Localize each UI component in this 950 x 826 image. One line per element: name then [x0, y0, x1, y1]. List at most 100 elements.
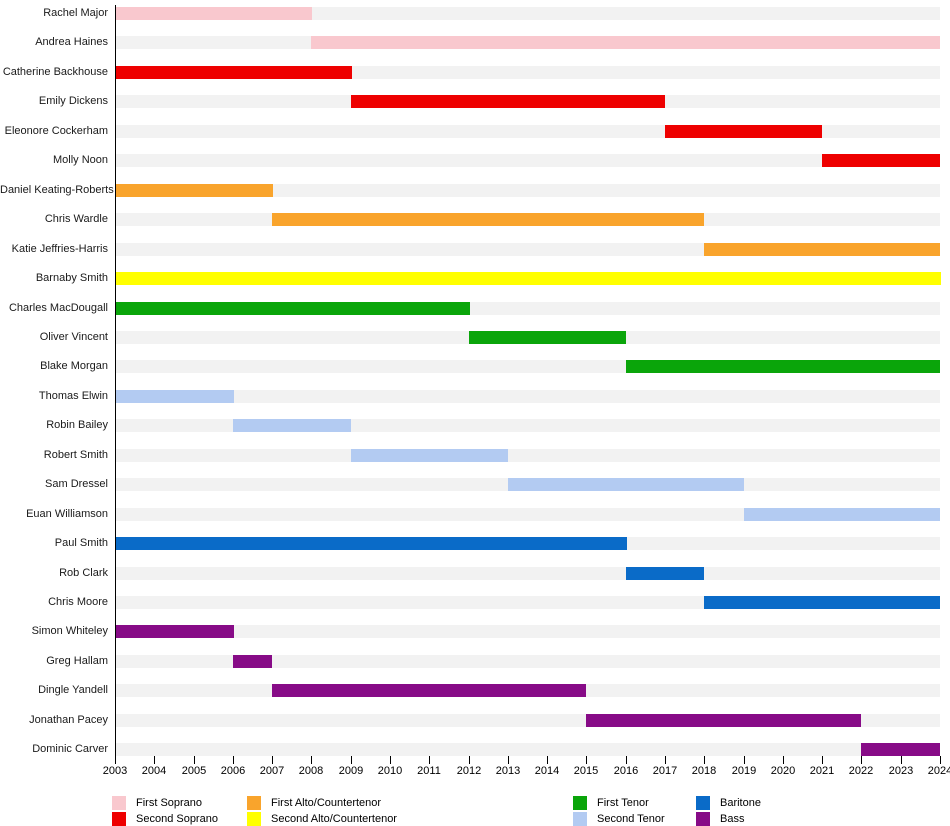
- timeline-row-track: [116, 183, 940, 197]
- tenure-bar: [625, 360, 940, 374]
- timeline-row-track: [116, 654, 940, 668]
- timeline-row-track: [116, 625, 940, 639]
- member-name-label: Thomas Elwin: [38, 389, 108, 402]
- member-name-label: Jonathan Pacey: [29, 713, 108, 726]
- legend-swatch: [247, 812, 261, 826]
- member-name-label: Molly Noon: [52, 154, 108, 167]
- axis-tick: [429, 756, 430, 764]
- axis-tick: [626, 756, 627, 764]
- member-name-label: Rob Clark: [59, 566, 108, 579]
- legend-swatch: [112, 796, 126, 810]
- axis-tick: [783, 756, 784, 764]
- timeline-row-track: [116, 154, 940, 168]
- legend-swatch: [573, 796, 587, 810]
- member-name-label: Sam Dressel: [45, 478, 108, 491]
- legend-label: Second Alto/Countertenor: [271, 813, 397, 825]
- tenure-bar: [311, 36, 940, 50]
- legend-label: First Tenor: [597, 797, 649, 809]
- year-label: 2019: [731, 765, 757, 777]
- tenure-bar: [507, 478, 744, 492]
- axis-tick: [154, 756, 155, 764]
- tenure-bar: [232, 654, 273, 668]
- axis-tick: [547, 756, 548, 764]
- year-label: 2008: [298, 765, 324, 777]
- year-label: 2021: [809, 765, 835, 777]
- year-label: 2006: [220, 765, 246, 777]
- axis-tick: [822, 756, 823, 764]
- timeline-row-track: [116, 448, 940, 462]
- member-name-label: Robert Smith: [43, 448, 108, 461]
- tenure-bar: [232, 419, 351, 433]
- axis-tick: [311, 756, 312, 764]
- axis-tick: [233, 756, 234, 764]
- member-name-label: Greg Hallam: [46, 654, 108, 667]
- member-name-label: Oliver Vincent: [39, 330, 108, 343]
- tenure-bar: [116, 183, 274, 197]
- legend-label: First Soprano: [136, 797, 203, 809]
- year-label: 2013: [495, 765, 521, 777]
- tenure-bar: [116, 625, 234, 639]
- legend-label: Bass: [720, 813, 745, 825]
- axis-tick: [665, 756, 666, 764]
- legend-label: Second Tenor: [597, 813, 665, 825]
- year-label: 2012: [456, 765, 482, 777]
- tenure-bar: [272, 213, 705, 227]
- axis-tick: [194, 756, 195, 764]
- axis-tick: [704, 756, 705, 764]
- year-label: 2007: [259, 765, 285, 777]
- year-label: 2004: [141, 765, 167, 777]
- legend-label: Baritone: [720, 797, 761, 809]
- year-label: 2015: [573, 765, 599, 777]
- member-name-label: Eleonore Cockerham: [4, 124, 108, 137]
- tenure-bar: [350, 95, 665, 109]
- axis-tick: [861, 756, 862, 764]
- member-name-label: Euan Williamson: [26, 507, 108, 520]
- axis-tick: [901, 756, 902, 764]
- tenure-bar: [743, 507, 940, 521]
- axis-tick: [586, 756, 587, 764]
- year-label: 2010: [377, 765, 403, 777]
- member-name-label: Simon Whiteley: [31, 625, 108, 638]
- tenure-bar: [586, 713, 862, 727]
- year-label: 2023: [888, 765, 914, 777]
- member-name-label: Paul Smith: [54, 537, 108, 550]
- tenure-bar: [116, 272, 941, 286]
- member-name-label: Emily Dickens: [38, 95, 108, 108]
- member-name-label: Charles MacDougall: [8, 301, 108, 314]
- tenure-bar: [822, 154, 940, 168]
- year-label: 2011: [417, 765, 441, 777]
- member-name-label: Dominic Carver: [32, 743, 108, 756]
- member-name-label: Chris Wardle: [44, 213, 108, 226]
- tenure-bar: [861, 743, 940, 757]
- year-label: 2024: [927, 765, 950, 777]
- tenure-bar: [116, 65, 352, 79]
- y-axis-line: [115, 5, 116, 764]
- axis-tick: [272, 756, 273, 764]
- member-name-label: Robin Bailey: [46, 419, 108, 432]
- axis-tick: [390, 756, 391, 764]
- tenure-bar: [704, 242, 940, 256]
- axis-tick: [508, 756, 509, 764]
- year-label: 2005: [181, 765, 207, 777]
- timeline-row-track: [116, 7, 940, 20]
- tenure-bar: [350, 448, 508, 462]
- legend-label: Second Soprano: [136, 813, 218, 825]
- year-label: 2017: [652, 765, 678, 777]
- year-label: 2020: [770, 765, 796, 777]
- tenure-bar: [665, 124, 823, 138]
- legend-swatch: [573, 812, 587, 826]
- tenure-bar: [625, 566, 705, 580]
- year-label: 2022: [848, 765, 874, 777]
- tenure-bar: [468, 330, 626, 344]
- year-label: 2018: [691, 765, 717, 777]
- year-label: 2014: [534, 765, 560, 777]
- tenure-bar: [116, 301, 470, 315]
- axis-tick: [744, 756, 745, 764]
- member-name-label: Andrea Haines: [35, 36, 108, 49]
- member-name-label: Dingle Yandell: [38, 684, 108, 697]
- legend-swatch: [696, 812, 710, 826]
- tenure-bar: [272, 684, 587, 698]
- member-name-label: Barnaby Smith: [35, 272, 108, 285]
- member-name-label: Katie Jeffries-Harris: [11, 242, 108, 255]
